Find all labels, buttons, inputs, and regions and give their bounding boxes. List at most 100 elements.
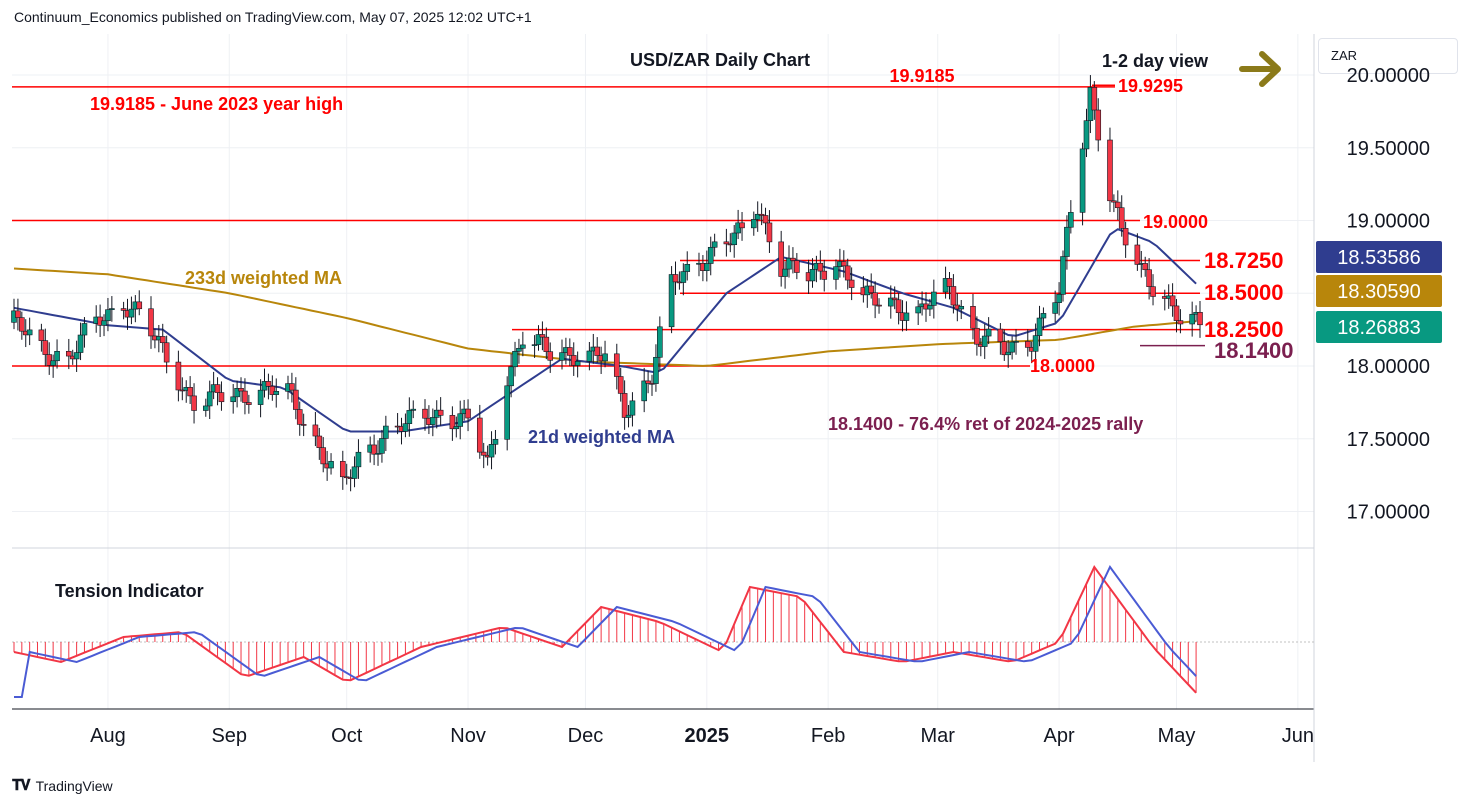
price-tag-label: 18.53586 bbox=[1337, 247, 1420, 269]
candle-body bbox=[65, 350, 72, 357]
candle-body bbox=[786, 257, 792, 270]
candle-body bbox=[1150, 286, 1156, 297]
candle-body bbox=[958, 306, 965, 310]
candle-body bbox=[81, 323, 88, 336]
tradingview-footer[interactable]: 𝐓𝐕 TradingView bbox=[12, 777, 113, 794]
candle-body bbox=[242, 390, 248, 403]
candle-body bbox=[187, 387, 193, 397]
candle-body bbox=[293, 389, 299, 410]
candle-body bbox=[273, 391, 280, 395]
currency-box[interactable]: ZAR bbox=[1318, 38, 1458, 74]
candle-body bbox=[985, 328, 992, 337]
candle-body bbox=[574, 361, 581, 366]
candle-body bbox=[289, 383, 295, 391]
candle-body bbox=[821, 270, 828, 280]
candle-body bbox=[343, 476, 350, 479]
level-label-18-1400: 18.1400 bbox=[1214, 338, 1294, 363]
candle-body bbox=[782, 268, 788, 277]
candle-body bbox=[876, 304, 882, 307]
price-tag-label: 18.26883 bbox=[1337, 317, 1420, 339]
candle-body bbox=[1013, 341, 1019, 343]
candle-body bbox=[668, 274, 675, 328]
candle-body bbox=[1095, 109, 1102, 141]
candle-body bbox=[723, 241, 730, 245]
candle-body bbox=[657, 326, 663, 358]
candle-body bbox=[1177, 320, 1184, 325]
candle-body bbox=[707, 246, 714, 264]
tradingview-logo-icon: 𝐓𝐕 bbox=[12, 777, 31, 794]
candle-body bbox=[328, 461, 334, 469]
candle-body bbox=[1068, 212, 1074, 228]
x-tick-label: Mar bbox=[921, 725, 956, 747]
candle-body bbox=[543, 336, 550, 352]
candle-body bbox=[449, 415, 456, 430]
candle-body bbox=[1001, 341, 1008, 356]
candle-body bbox=[539, 334, 546, 338]
candle-body bbox=[105, 309, 111, 322]
candle-body bbox=[101, 320, 107, 326]
candle-body bbox=[570, 355, 577, 366]
candle-body bbox=[704, 263, 710, 271]
arrow-right-icon bbox=[1239, 51, 1281, 87]
candle-body bbox=[848, 279, 855, 288]
candle-body bbox=[872, 292, 878, 306]
candle-body bbox=[46, 354, 53, 366]
level-label-19-9295: 19.9295 bbox=[1118, 76, 1183, 96]
candle-body bbox=[128, 308, 135, 318]
candle-body bbox=[1040, 313, 1047, 319]
candle-body bbox=[844, 265, 851, 281]
candle-body bbox=[891, 297, 898, 301]
candle-body bbox=[238, 388, 244, 392]
candle-body bbox=[457, 413, 464, 427]
x-tick-label: Aug bbox=[90, 725, 126, 747]
candle-body bbox=[109, 308, 115, 310]
grid-lines bbox=[12, 34, 1314, 709]
candle-body bbox=[758, 213, 765, 216]
candle-body bbox=[586, 350, 593, 362]
candle-body bbox=[316, 435, 323, 448]
candle-body bbox=[214, 384, 221, 393]
candle-body bbox=[790, 257, 796, 261]
candle-body bbox=[355, 451, 362, 468]
candle-body bbox=[617, 376, 624, 394]
x-tick-label: May bbox=[1158, 725, 1196, 747]
candle-body bbox=[42, 340, 49, 355]
currency-label: ZAR bbox=[1331, 48, 1357, 63]
retracement-annotation: 18.1400 - 76.4% ret of 2024-2025 rally bbox=[828, 414, 1143, 434]
candle-body bbox=[512, 351, 518, 368]
candle-body bbox=[120, 308, 127, 311]
candle-body bbox=[762, 215, 769, 224]
candle-body bbox=[73, 352, 80, 360]
candle-body bbox=[1122, 228, 1129, 246]
y-tick-label: 17.50000 bbox=[1347, 429, 1430, 451]
y-tick-label: 20.00000 bbox=[1347, 65, 1430, 87]
x-tick-label: Apr bbox=[1044, 725, 1075, 747]
candle-body bbox=[547, 351, 554, 361]
candle-body bbox=[1134, 244, 1141, 265]
y-tick-label: 19.00000 bbox=[1347, 211, 1430, 233]
candle-body bbox=[159, 336, 166, 344]
candle-body bbox=[641, 380, 647, 402]
candle-body bbox=[516, 347, 522, 352]
candle-body bbox=[946, 278, 953, 287]
ma233-annotation: 233d weighted MA bbox=[185, 268, 342, 288]
candle-body bbox=[1083, 120, 1090, 150]
candle-body bbox=[809, 269, 816, 282]
candle-body bbox=[613, 353, 620, 377]
candle-body bbox=[202, 405, 209, 411]
candle-body bbox=[265, 381, 272, 387]
candle-body bbox=[476, 417, 483, 453]
candle-body bbox=[754, 213, 761, 220]
candle-body bbox=[402, 423, 409, 432]
candle-body bbox=[410, 408, 417, 411]
candle-body bbox=[653, 356, 659, 384]
candle-body bbox=[234, 388, 240, 398]
candle-body bbox=[375, 453, 381, 455]
level-label-19-0000: 19.0000 bbox=[1143, 212, 1208, 232]
candle-body bbox=[625, 414, 632, 418]
price-tag-label: 18.30590 bbox=[1337, 281, 1420, 303]
candle-body bbox=[379, 438, 385, 454]
candle-body bbox=[1024, 341, 1031, 348]
candle-body bbox=[794, 260, 800, 273]
